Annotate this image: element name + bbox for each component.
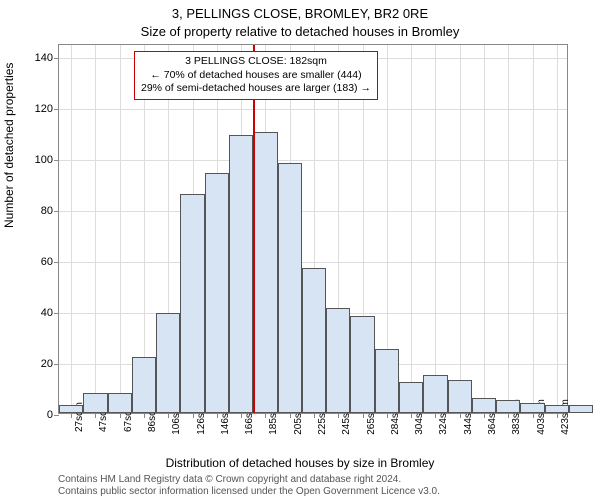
x-tick-mark — [144, 413, 145, 418]
y-tick-mark — [54, 160, 59, 161]
y-tick-mark — [54, 415, 59, 416]
x-gridline — [71, 45, 72, 413]
annotation-line: ← 70% of detached houses are smaller (44… — [141, 69, 371, 83]
x-tick-mark — [363, 413, 364, 418]
y-tick-mark — [54, 364, 59, 365]
x-tick-mark — [338, 413, 339, 418]
bar — [229, 135, 253, 413]
bar — [423, 375, 447, 413]
bar — [156, 313, 180, 413]
bar — [205, 173, 229, 413]
bar — [496, 400, 520, 413]
x-gridline — [435, 45, 436, 413]
y-tick-mark — [54, 211, 59, 212]
x-gridline — [411, 45, 412, 413]
x-tick-mark — [435, 413, 436, 418]
x-tick-mark — [387, 413, 388, 418]
annotation-box: 3 PELLINGS CLOSE: 182sqm← 70% of detache… — [134, 51, 378, 100]
x-tick-mark — [193, 413, 194, 418]
x-tick-mark — [120, 413, 121, 418]
x-gridline — [533, 45, 534, 413]
chart-container: 3, PELLINGS CLOSE, BROMLEY, BR2 0RE Size… — [0, 0, 600, 500]
y-tick-mark — [54, 262, 59, 263]
y-tick-label: 40 — [41, 307, 53, 319]
y-axis-label: Number of detached properties — [2, 63, 16, 228]
bar — [108, 393, 132, 413]
bar — [520, 403, 544, 413]
x-tick-mark — [460, 413, 461, 418]
y-tick-mark — [54, 109, 59, 110]
bar — [472, 398, 496, 413]
bar — [59, 405, 83, 413]
title-sub: Size of property relative to detached ho… — [0, 24, 600, 39]
y-tick-mark — [54, 313, 59, 314]
x-tick-mark — [411, 413, 412, 418]
y-tick-label: 60 — [41, 256, 53, 268]
x-tick-mark — [533, 413, 534, 418]
y-tick-label: 80 — [41, 205, 53, 217]
reference-line — [253, 45, 255, 413]
bar — [569, 405, 593, 413]
bar — [132, 357, 156, 413]
bar — [278, 163, 302, 413]
y-tick-label: 120 — [35, 103, 53, 115]
x-tick-mark — [168, 413, 169, 418]
y-gridline — [59, 211, 567, 212]
plot-area: 02040608010012014027sqm47sqm67sqm86sqm10… — [58, 44, 568, 414]
annotation-line: 3 PELLINGS CLOSE: 182sqm — [141, 55, 371, 69]
x-tick-mark — [71, 413, 72, 418]
x-gridline — [557, 45, 558, 413]
annotation-line: 29% of semi-detached houses are larger (… — [141, 82, 371, 96]
attribution-text: Contains HM Land Registry data © Crown c… — [58, 474, 440, 498]
x-gridline — [484, 45, 485, 413]
bar — [350, 316, 374, 413]
bar — [545, 405, 569, 413]
x-tick-mark — [95, 413, 96, 418]
y-gridline — [59, 109, 567, 110]
x-tick-mark — [290, 413, 291, 418]
y-gridline — [59, 160, 567, 161]
y-tick-label: 0 — [47, 409, 53, 421]
attribution-line-1: Contains HM Land Registry data © Crown c… — [58, 474, 440, 486]
x-gridline — [95, 45, 96, 413]
x-gridline — [460, 45, 461, 413]
bar — [253, 132, 277, 413]
bar — [399, 382, 423, 413]
bar — [180, 194, 204, 413]
y-tick-mark — [54, 58, 59, 59]
x-tick-mark — [217, 413, 218, 418]
title-main: 3, PELLINGS CLOSE, BROMLEY, BR2 0RE — [0, 6, 600, 21]
x-tick-mark — [241, 413, 242, 418]
x-tick-mark — [508, 413, 509, 418]
bar — [83, 393, 107, 413]
bar — [448, 380, 472, 413]
x-tick-mark — [557, 413, 558, 418]
attribution-line-2: Contains public sector information licen… — [58, 486, 440, 498]
x-axis-label: Distribution of detached houses by size … — [0, 456, 600, 470]
bar — [326, 308, 350, 413]
y-gridline — [59, 262, 567, 263]
x-tick-mark — [314, 413, 315, 418]
x-tick-mark — [484, 413, 485, 418]
y-tick-label: 100 — [35, 154, 53, 166]
y-tick-label: 140 — [35, 52, 53, 64]
x-tick-mark — [265, 413, 266, 418]
bar — [302, 268, 326, 413]
y-tick-label: 20 — [41, 358, 53, 370]
bar — [375, 349, 399, 413]
x-gridline — [120, 45, 121, 413]
x-gridline — [508, 45, 509, 413]
